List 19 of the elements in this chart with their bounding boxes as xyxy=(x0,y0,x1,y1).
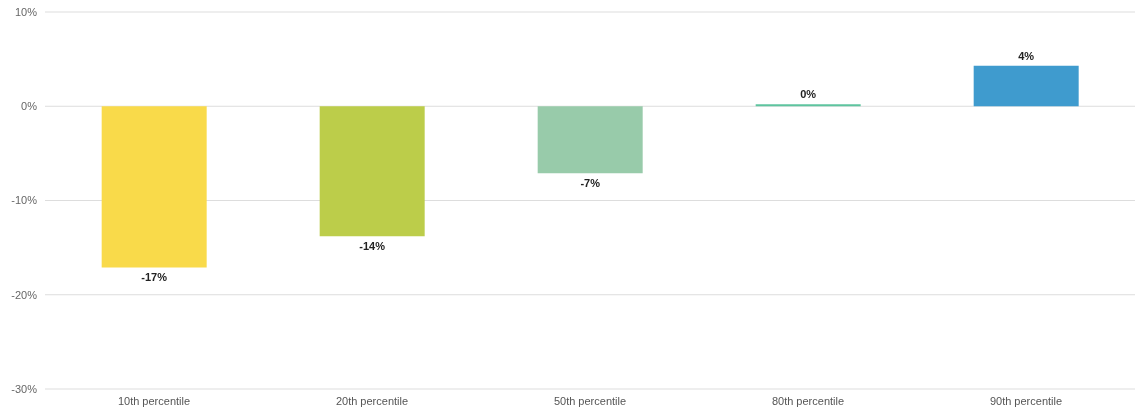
y-tick-label: -10% xyxy=(11,194,38,207)
data-label: -17% xyxy=(141,271,168,284)
y-tick-label: 0% xyxy=(21,100,38,113)
bar xyxy=(537,106,643,174)
y-tick-label: -20% xyxy=(11,288,38,301)
y-tick-label: 10% xyxy=(14,5,38,18)
data-label: -7% xyxy=(580,177,601,190)
x-tick-label: 20th percentile xyxy=(335,394,409,407)
bar xyxy=(101,106,207,268)
x-tick-label: 10th percentile xyxy=(117,394,191,407)
data-label: 4% xyxy=(1018,49,1035,62)
x-tick-label: 90th percentile xyxy=(989,394,1063,407)
x-tick-label: 80th percentile xyxy=(771,394,845,407)
data-label: 0% xyxy=(800,88,817,101)
bar xyxy=(973,65,1079,107)
x-tick-label: 50th percentile xyxy=(553,394,627,407)
bar xyxy=(319,106,425,237)
y-tick-label: -30% xyxy=(11,382,38,395)
data-label: -14% xyxy=(359,240,386,253)
